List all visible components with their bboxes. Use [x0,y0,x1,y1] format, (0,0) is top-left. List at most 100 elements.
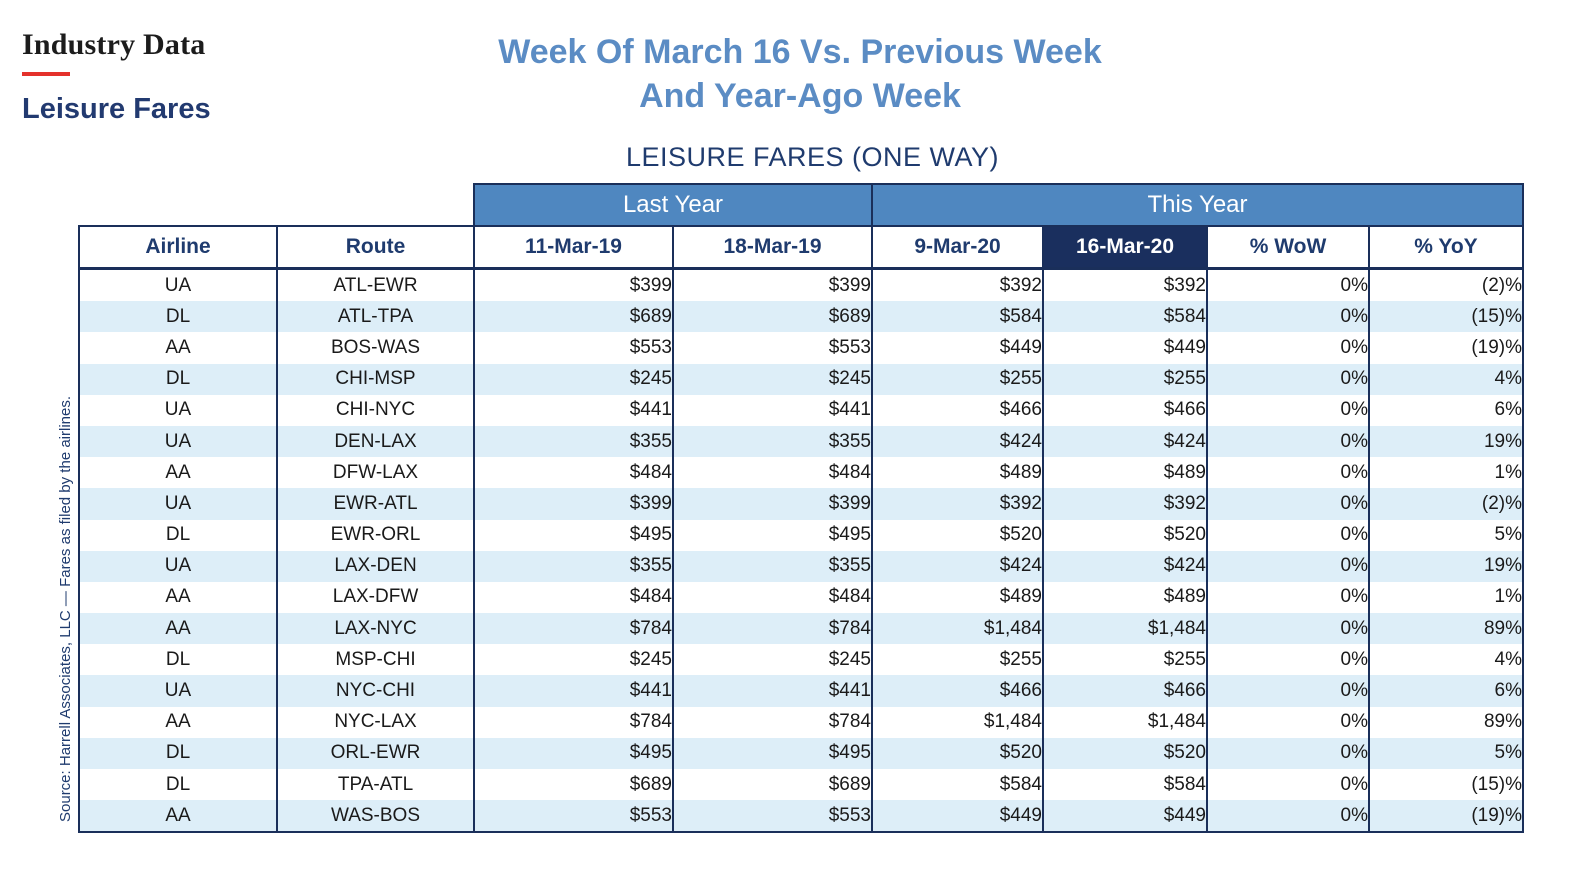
airline-cell: UA [78,675,277,707]
table-row: DL TPA-ATL $689 $689 $584 $584 0% (15)% [78,769,1524,801]
fare-11-mar-19-cell: $784 [473,706,673,738]
fare-18-mar-19-cell: $689 [672,301,872,333]
wow-change-cell: 0% [1206,737,1369,769]
route-cell: LAX-NYC [276,613,474,645]
route-cell: WAS-BOS [276,800,474,834]
fare-16-mar-20-cell: $449 [1042,800,1207,834]
wow-change-cell: 0% [1206,268,1369,302]
fare-9-mar-20-cell: $424 [871,550,1043,582]
yoy-change-cell: (15)% [1368,769,1524,801]
fare-18-mar-19-cell: $495 [672,737,872,769]
fare-9-mar-20-cell: $392 [871,488,1043,520]
table-row: DL MSP-CHI $245 $245 $255 $255 0% 4% [78,644,1524,676]
page-title: Week Of March 16 Vs. Previous Week And Y… [450,30,1150,118]
wow-change-cell: 0% [1206,800,1369,834]
wow-change-cell: 0% [1206,550,1369,582]
yoy-change-cell: 6% [1368,394,1524,426]
fare-11-mar-19-cell: $399 [473,488,673,520]
wow-change-cell: 0% [1206,706,1369,738]
yoy-change-cell: 1% [1368,457,1524,489]
route-cell: ATL-EWR [276,268,474,302]
fare-11-mar-19-cell: $245 [473,363,673,395]
table-row: UA CHI-NYC $441 $441 $466 $466 0% 6% [78,394,1524,426]
fare-16-mar-20-cell: $584 [1042,301,1207,333]
fare-16-mar-20-cell: $255 [1042,644,1207,676]
group-header-this-year: This Year [871,183,1524,226]
yoy-change-cell: 19% [1368,425,1524,458]
route-cell: CHI-NYC [276,394,474,426]
yoy-change-cell: 1% [1368,581,1524,614]
table-title: LEISURE FARES (ONE WAY) [625,142,1000,172]
table-row: AA NYC-LAX $784 $784 $1,484 $1,484 0% 89% [78,706,1524,738]
airline-cell: AA [78,706,277,738]
column-header-row: Airline Route 11-Mar-19 18-Mar-19 9-Mar-… [78,225,1524,270]
fare-18-mar-19-cell: $245 [672,363,872,395]
table-row: UA NYC-CHI $441 $441 $466 $466 0% 6% [78,675,1524,707]
route-cell: CHI-MSP [276,363,474,395]
fare-11-mar-19-cell: $689 [473,301,673,333]
table-row: DL ATL-TPA $689 $689 $584 $584 0% (15)% [78,301,1524,333]
fare-11-mar-19-cell: $441 [473,394,673,426]
section-label: Industry Data [22,28,206,61]
table-row: DL EWR-ORL $495 $495 $520 $520 0% 5% [78,519,1524,551]
column-header-11-mar-19: 11-Mar-19 [473,225,673,270]
column-header-route: Route [276,225,474,270]
table-row: AA WAS-BOS $553 $553 $449 $449 0% (19)% [78,800,1524,834]
fare-9-mar-20-cell: $584 [871,769,1043,801]
fare-9-mar-20-cell: $1,484 [871,613,1043,645]
table-row: AA LAX-NYC $784 $784 $1,484 $1,484 0% 89% [78,613,1524,645]
fare-18-mar-19-cell: $441 [672,675,872,707]
fare-18-mar-19-cell: $355 [672,425,872,458]
group-header-last-year: Last Year [473,183,873,226]
fare-9-mar-20-cell: $449 [871,800,1043,834]
table-row: DL ORL-EWR $495 $495 $520 $520 0% 5% [78,737,1524,769]
fare-16-mar-20-cell: $520 [1042,737,1207,769]
fare-11-mar-19-cell: $689 [473,769,673,801]
yoy-change-cell: 89% [1368,613,1524,645]
group-header-row: Last Year This Year [79,183,1524,226]
fare-18-mar-19-cell: $553 [672,332,872,364]
airline-cell: AA [78,457,277,489]
fare-16-mar-20-cell: $392 [1042,488,1207,520]
fare-11-mar-19-cell: $495 [473,737,673,769]
wow-change-cell: 0% [1206,675,1369,707]
fare-16-mar-20-cell: $489 [1042,457,1207,489]
airline-cell: AA [78,581,277,614]
column-header-yoy: % YoY [1368,225,1524,270]
route-cell: NYC-LAX [276,706,474,738]
airline-cell: UA [78,425,277,458]
airline-cell: DL [78,301,277,333]
column-header-airline: Airline [78,225,277,270]
airline-cell: UA [78,488,277,520]
wow-change-cell: 0% [1206,363,1369,395]
fare-9-mar-20-cell: $520 [871,737,1043,769]
wow-change-cell: 0% [1206,581,1369,614]
fare-9-mar-20-cell: $449 [871,332,1043,364]
yoy-change-cell: 89% [1368,706,1524,738]
yoy-change-cell: 6% [1368,675,1524,707]
fare-18-mar-19-cell: $495 [672,519,872,551]
fare-16-mar-20-cell: $449 [1042,332,1207,364]
airline-cell: DL [78,737,277,769]
yoy-change-cell: 19% [1368,550,1524,582]
airline-cell: UA [78,394,277,426]
fare-9-mar-20-cell: $255 [871,644,1043,676]
airline-cell: DL [78,519,277,551]
yoy-change-cell: 5% [1368,737,1524,769]
fare-16-mar-20-cell: $1,484 [1042,613,1207,645]
route-cell: EWR-ATL [276,488,474,520]
yoy-change-cell: (15)% [1368,301,1524,333]
fare-18-mar-19-cell: $245 [672,644,872,676]
fare-18-mar-19-cell: $355 [672,550,872,582]
column-header-wow: % WoW [1206,225,1369,270]
wow-change-cell: 0% [1206,425,1369,458]
fare-16-mar-20-cell: $584 [1042,769,1207,801]
yoy-change-cell: 5% [1368,519,1524,551]
route-cell: ORL-EWR [276,737,474,769]
fare-11-mar-19-cell: $495 [473,519,673,551]
yoy-change-cell: 4% [1368,363,1524,395]
fare-11-mar-19-cell: $441 [473,675,673,707]
column-header-16-mar-20: 16-Mar-20 [1042,225,1207,270]
route-cell: MSP-CHI [276,644,474,676]
yoy-change-cell: (19)% [1368,800,1524,834]
